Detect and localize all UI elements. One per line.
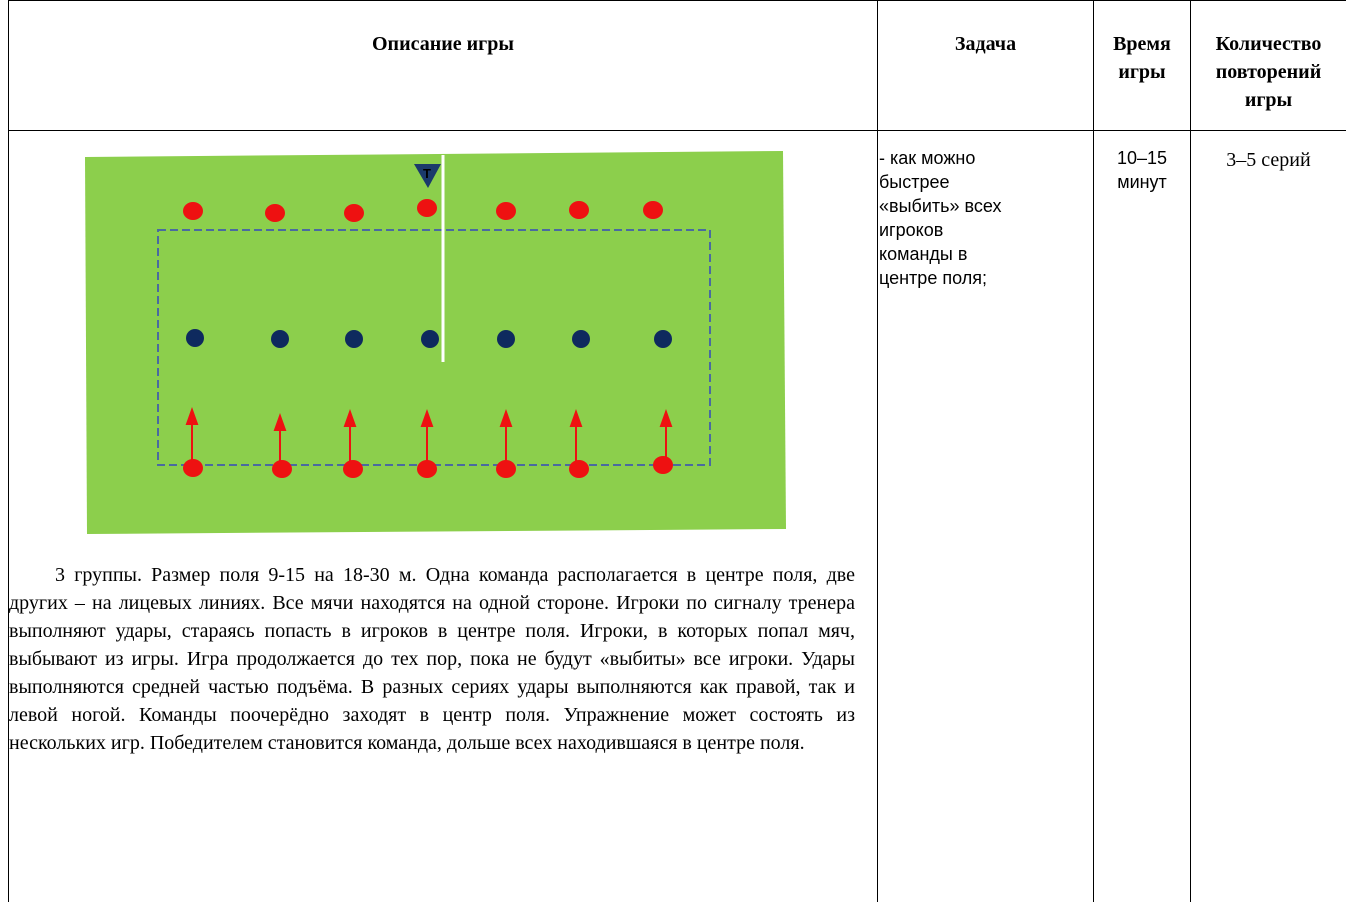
coach-label: Т [423, 166, 431, 181]
border [8, 130, 1346, 131]
field-diagram: Т [85, 151, 786, 534]
top-players [183, 199, 663, 222]
arrows [185, 407, 673, 468]
description: 3 группы. Размер поля 9-15 на 18-30 м. О… [9, 564, 855, 754]
border [8, 0, 1346, 1]
border [1190, 0, 1191, 902]
text-line: 10–15 [1116, 148, 1168, 168]
text-line: команды в [879, 244, 968, 264]
text-line: центре поля; [879, 268, 987, 288]
header-cell: Количество повторений игры [1215, 33, 1322, 111]
border [8, 0, 9, 902]
header-cell: Время игры [1113, 33, 1171, 83]
border [877, 0, 878, 902]
text-line: - как можно [879, 148, 976, 168]
header-cell: Задача [954, 33, 1017, 55]
text-line: минут [1117, 172, 1167, 192]
text-line: быстрее [879, 172, 950, 192]
task: - как можно быстрее «выбить» всех игроков ко… [879, 146, 1089, 290]
time: 10–15 минут [1094, 146, 1190, 194]
border [1093, 0, 1094, 902]
bottom-players [183, 456, 673, 478]
text-line: «выбить» всех [879, 196, 1002, 216]
text-line: игроков [879, 220, 944, 240]
repetitions: 3–5 серий [1226, 149, 1311, 171]
coach [414, 164, 441, 188]
header-cell: Описание игры [372, 33, 514, 55]
center-players [186, 329, 672, 348]
